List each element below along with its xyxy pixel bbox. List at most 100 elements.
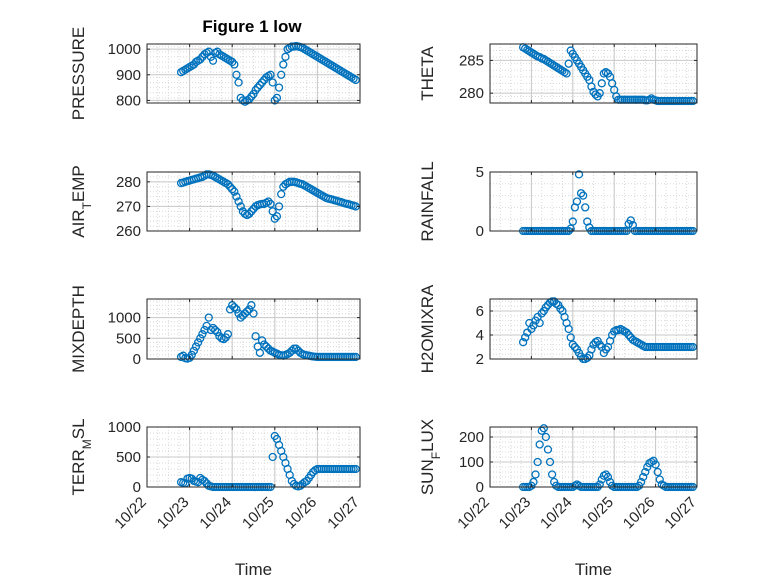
data-point xyxy=(562,69,571,78)
data-point xyxy=(587,82,596,91)
xtick-label: 10/22 xyxy=(454,494,493,533)
data-point xyxy=(541,56,551,65)
data-point xyxy=(257,336,267,345)
data-point xyxy=(208,323,218,333)
data-point xyxy=(568,340,577,349)
data-point xyxy=(259,340,269,349)
data-point xyxy=(255,348,265,357)
data-point xyxy=(547,60,557,69)
ytick-label: 1000 xyxy=(108,41,141,58)
ytick-label: 285 xyxy=(459,52,484,69)
data-point xyxy=(272,212,282,221)
data-point xyxy=(351,75,360,85)
subplot-0: 800 900 1000 PRESSURE xyxy=(69,27,361,120)
data-point xyxy=(636,477,646,487)
axes-box xyxy=(146,43,361,104)
ytick-label: 800 xyxy=(116,92,141,109)
xtick-label: 10/26 xyxy=(282,494,321,533)
data-point xyxy=(234,78,243,87)
ytick-label: 5 xyxy=(476,164,484,181)
subplot-3: 0 5 RAINFALL xyxy=(418,161,698,242)
data-point xyxy=(523,45,532,55)
data-point xyxy=(651,460,660,469)
data-point xyxy=(228,185,237,194)
data-point xyxy=(543,57,553,66)
subplot-7: 0 100 200 10/22 10/23 10/24 10/25 10/26 10/27 Tim… xyxy=(418,419,700,579)
data-point xyxy=(603,472,613,482)
data-point xyxy=(531,50,540,60)
data-point xyxy=(527,48,536,57)
data-point xyxy=(266,199,275,209)
data-point xyxy=(234,197,243,206)
data-point xyxy=(545,457,555,467)
ylabel-3: RAINFALL xyxy=(418,161,437,241)
data-point xyxy=(576,189,586,198)
data-point xyxy=(545,58,555,68)
data-point xyxy=(543,445,553,454)
xtick-label: 10/25 xyxy=(578,494,617,533)
data-point xyxy=(531,470,540,479)
data-point xyxy=(251,332,260,341)
ytick-label: 270 xyxy=(116,198,141,215)
data-point xyxy=(228,57,237,67)
data-point xyxy=(245,305,254,314)
data-point xyxy=(655,475,664,484)
data-point xyxy=(279,60,288,69)
data-point xyxy=(595,89,604,98)
data-point xyxy=(247,92,256,101)
data-point xyxy=(521,44,530,53)
ytick-label: 0 xyxy=(476,479,484,496)
data-point xyxy=(236,313,245,322)
data-point xyxy=(552,62,561,72)
data-point xyxy=(272,93,282,103)
data-point xyxy=(245,209,254,218)
data-point xyxy=(230,187,239,196)
axes-box xyxy=(489,171,698,232)
subplot-1: 280 285 THETA xyxy=(418,43,698,106)
xtick-label: 10/27 xyxy=(661,494,700,533)
data-point xyxy=(688,96,698,106)
data-point xyxy=(595,340,604,349)
xlabel: Time xyxy=(575,560,612,579)
data-point xyxy=(238,311,248,320)
xtick-label: 10/24 xyxy=(537,494,576,533)
data-point xyxy=(558,66,567,76)
data-point xyxy=(277,189,286,199)
xtick-label: 10/24 xyxy=(196,494,235,533)
data-point xyxy=(277,70,286,79)
data-point xyxy=(639,472,648,482)
series-markers xyxy=(176,170,360,223)
data-point xyxy=(251,86,260,95)
data-point xyxy=(529,49,538,58)
xtick-label: 10/25 xyxy=(239,494,278,533)
subplot-4: 0 500 1000 MIXDEPTH xyxy=(69,285,361,373)
data-point xyxy=(525,47,534,56)
ytick-label: 260 xyxy=(116,223,141,240)
data-point xyxy=(230,60,239,69)
data-point xyxy=(568,217,577,226)
ylabel-1: THETA xyxy=(418,46,437,101)
data-point xyxy=(270,214,279,223)
data-point xyxy=(564,324,573,334)
data-point xyxy=(255,80,265,90)
data-point xyxy=(583,353,592,362)
data-point xyxy=(572,197,582,206)
ytick-label: 500 xyxy=(116,330,141,347)
series-markers xyxy=(176,41,360,106)
subplot-6: 0 500 1000 10/22 10/23 10/24 10/25 10/26 10/27 Ti… xyxy=(69,418,363,579)
data-point xyxy=(247,207,256,216)
data-point xyxy=(268,452,277,462)
data-point xyxy=(274,83,284,92)
ytick-label: 100 xyxy=(459,454,484,471)
ytick-label: 0 xyxy=(133,351,141,368)
data-point xyxy=(264,197,273,206)
ylabel-5: H2OMIXRA xyxy=(418,284,437,373)
data-point xyxy=(213,327,222,337)
data-point xyxy=(268,78,277,87)
data-point xyxy=(291,344,301,353)
data-point xyxy=(211,325,220,335)
axes-box xyxy=(489,298,698,360)
data-point xyxy=(541,432,551,442)
